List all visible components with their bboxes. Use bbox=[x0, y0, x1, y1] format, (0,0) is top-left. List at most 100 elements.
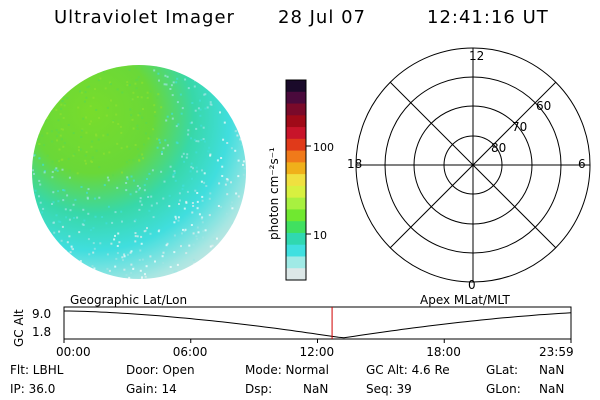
image-pixel bbox=[137, 114, 140, 117]
image-pixel bbox=[216, 159, 219, 162]
image-pixel bbox=[242, 173, 245, 176]
image-pixel bbox=[201, 216, 204, 219]
image-pixel bbox=[245, 112, 246, 115]
image-pixel bbox=[154, 115, 157, 117]
image-pixel bbox=[48, 253, 51, 256]
image-pixel bbox=[226, 179, 229, 182]
image-pixel bbox=[135, 67, 138, 69]
image-pixel bbox=[219, 111, 221, 114]
image-pixel bbox=[165, 244, 168, 247]
image-pixel bbox=[194, 79, 196, 82]
image-pixel bbox=[42, 207, 45, 210]
image-pixel bbox=[74, 198, 77, 201]
image-pixel bbox=[121, 171, 123, 174]
image-pixel bbox=[98, 166, 101, 169]
image-pixel bbox=[179, 199, 181, 202]
image-pixel bbox=[132, 268, 135, 270]
image-pixel bbox=[87, 188, 90, 191]
image-pixel bbox=[53, 221, 55, 224]
image-pixel bbox=[144, 273, 146, 276]
image-pixel bbox=[139, 200, 142, 203]
image-pixel bbox=[44, 255, 47, 258]
image-pixel bbox=[241, 143, 244, 146]
image-pixel bbox=[77, 106, 80, 109]
image-pixel bbox=[175, 270, 178, 273]
color-bar-band bbox=[286, 91, 306, 105]
image-pixel bbox=[126, 84, 129, 87]
image-pixel bbox=[58, 148, 61, 151]
image-pixel bbox=[85, 151, 88, 153]
image-pixel bbox=[140, 96, 143, 99]
image-pixel bbox=[162, 251, 165, 254]
image-pixel bbox=[61, 225, 64, 228]
image-pixel bbox=[211, 269, 214, 272]
image-pixel bbox=[203, 77, 206, 80]
image-pixel bbox=[138, 188, 140, 191]
image-pixel bbox=[163, 83, 166, 86]
image-pixel bbox=[211, 244, 214, 247]
image-pixel bbox=[46, 261, 48, 264]
color-bar-band bbox=[286, 197, 306, 211]
image-pixel bbox=[216, 237, 218, 240]
orbit-x-tick-label: 06:00 bbox=[173, 345, 208, 359]
image-pixel bbox=[239, 263, 242, 266]
image-pixel bbox=[55, 167, 58, 170]
image-pixel bbox=[195, 140, 198, 143]
image-pixel bbox=[97, 79, 100, 82]
image-pixel bbox=[94, 88, 96, 90]
image-pixel bbox=[193, 85, 196, 88]
image-pixel bbox=[239, 98, 242, 101]
image-pixel bbox=[228, 106, 230, 109]
image-pixel bbox=[46, 154, 49, 157]
image-pixel bbox=[145, 265, 148, 268]
image-pixel bbox=[182, 228, 184, 231]
image-pixel bbox=[160, 106, 163, 109]
image-pixel bbox=[115, 257, 118, 260]
image-pixel bbox=[223, 121, 226, 124]
image-pixel bbox=[55, 129, 58, 132]
image-pixel bbox=[115, 113, 118, 116]
image-pixel bbox=[240, 103, 243, 105]
image-pixel bbox=[116, 245, 119, 247]
image-pixel bbox=[237, 195, 240, 198]
image-pixel bbox=[56, 135, 59, 138]
glon-value: NaN bbox=[539, 382, 565, 396]
image-pixel bbox=[215, 259, 217, 262]
image-pixel bbox=[67, 157, 70, 160]
image-pixel bbox=[228, 90, 230, 93]
image-pixel bbox=[231, 222, 234, 225]
image-pixel bbox=[34, 189, 37, 192]
orbit-x-tick-label: 12:00 bbox=[300, 345, 335, 359]
image-pixel bbox=[79, 148, 82, 151]
image-pixel bbox=[235, 115, 237, 118]
color-bar-band bbox=[286, 162, 306, 175]
image-pixel bbox=[235, 65, 238, 68]
image-pixel bbox=[187, 87, 190, 90]
image-pixel bbox=[142, 108, 144, 110]
image-pixel bbox=[32, 274, 35, 277]
image-pixel bbox=[95, 109, 98, 111]
image-pixel bbox=[90, 120, 93, 123]
image-pixel bbox=[192, 243, 195, 246]
image-pixel bbox=[176, 77, 179, 80]
image-pixel bbox=[200, 180, 203, 183]
image-pixel bbox=[134, 82, 137, 85]
image-pixel bbox=[140, 278, 143, 279]
image-pixel bbox=[181, 188, 184, 191]
image-pixel bbox=[84, 266, 87, 269]
image-pixel bbox=[116, 142, 119, 145]
image-pixel bbox=[84, 75, 87, 78]
image-pixel bbox=[129, 84, 131, 86]
image-pixel bbox=[110, 83, 112, 86]
image-pixel bbox=[236, 241, 239, 244]
image-pixel bbox=[232, 117, 235, 120]
image-pixel bbox=[41, 134, 44, 137]
image-pixel bbox=[204, 93, 207, 96]
image-pixel bbox=[237, 236, 239, 239]
image-pixel bbox=[68, 235, 71, 238]
image-pixel bbox=[106, 176, 109, 179]
image-pixel bbox=[86, 197, 89, 200]
image-pixel bbox=[36, 137, 39, 140]
image-pixel bbox=[62, 189, 64, 191]
